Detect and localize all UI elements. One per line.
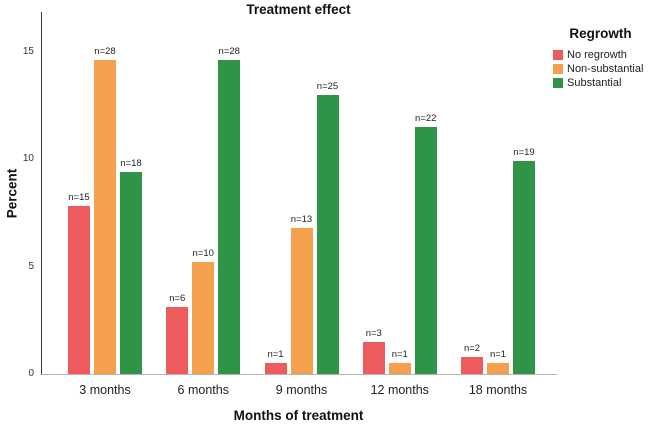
y-tick-label: 5 bbox=[28, 260, 34, 272]
bar bbox=[362, 341, 385, 374]
bar bbox=[487, 363, 509, 374]
bar-value-label: n=3 bbox=[365, 327, 382, 339]
bar bbox=[513, 161, 535, 374]
legend-item-label: No regrowth bbox=[567, 49, 627, 61]
legend-item: Non-substantial bbox=[553, 62, 648, 76]
bar-value-label: n=19 bbox=[513, 147, 535, 159]
bar-value-label: n=15 bbox=[68, 192, 90, 204]
y-tick-label: 10 bbox=[22, 153, 34, 165]
legend-item-label: Substantial bbox=[567, 77, 622, 89]
bar-value-label: n=28 bbox=[94, 46, 116, 58]
legend-swatch-icon bbox=[553, 50, 563, 60]
bar-value-label: n=22 bbox=[415, 112, 437, 124]
bar bbox=[316, 94, 339, 374]
y-tick-label: 15 bbox=[22, 45, 34, 57]
x-axis-title: Months of treatment bbox=[233, 408, 364, 423]
legend-swatch-icon bbox=[553, 78, 563, 88]
x-tick-label: 12 months bbox=[370, 383, 429, 397]
bar bbox=[192, 262, 215, 374]
bar bbox=[264, 363, 287, 374]
x-tick-label: 6 months bbox=[177, 383, 229, 397]
plot-area: 0 5 10 15 3 months n=15 n=28 n=18 6 months n=6 n=1… bbox=[23, 12, 557, 397]
bar bbox=[218, 60, 241, 374]
x-tick-label: 9 months bbox=[275, 383, 328, 397]
bar bbox=[94, 60, 116, 374]
bar bbox=[414, 126, 437, 374]
y-tick-label: 0 bbox=[28, 368, 34, 379]
x-tick-label: 18 months bbox=[468, 383, 528, 397]
bar bbox=[388, 363, 411, 374]
bar-value-label: n=2 bbox=[463, 342, 481, 354]
legend-item-label: Non-substantial bbox=[567, 63, 644, 75]
bar-value-label: n=1 bbox=[489, 349, 507, 361]
bar-value-label: n=25 bbox=[316, 80, 339, 92]
legend-items: No regrowth Non-substantial Substantial bbox=[553, 48, 648, 90]
legend-item: No regrowth bbox=[553, 48, 648, 62]
bar-value-label: n=1 bbox=[391, 349, 408, 361]
bar-value-label: n=18 bbox=[120, 157, 142, 169]
bar bbox=[68, 206, 90, 374]
chart-title: Treatment effect bbox=[246, 2, 351, 17]
bar bbox=[166, 307, 189, 374]
legend-item: Substantial bbox=[553, 76, 648, 90]
bar bbox=[290, 227, 313, 374]
x-tick-label: 3 months bbox=[79, 383, 131, 397]
bar-value-label: n=6 bbox=[169, 293, 186, 305]
bar-value-label: n=13 bbox=[290, 213, 313, 225]
bar-value-label: n=1 bbox=[267, 349, 284, 361]
legend: Regrowth No regrowth Non-substantial Subst… bbox=[553, 26, 648, 90]
bar-value-label: n=28 bbox=[218, 46, 240, 58]
bar-value-label: n=10 bbox=[192, 248, 214, 260]
bar bbox=[120, 171, 142, 374]
legend-title: Regrowth bbox=[569, 26, 632, 41]
bar bbox=[461, 356, 483, 374]
legend-swatch-icon bbox=[553, 64, 563, 74]
